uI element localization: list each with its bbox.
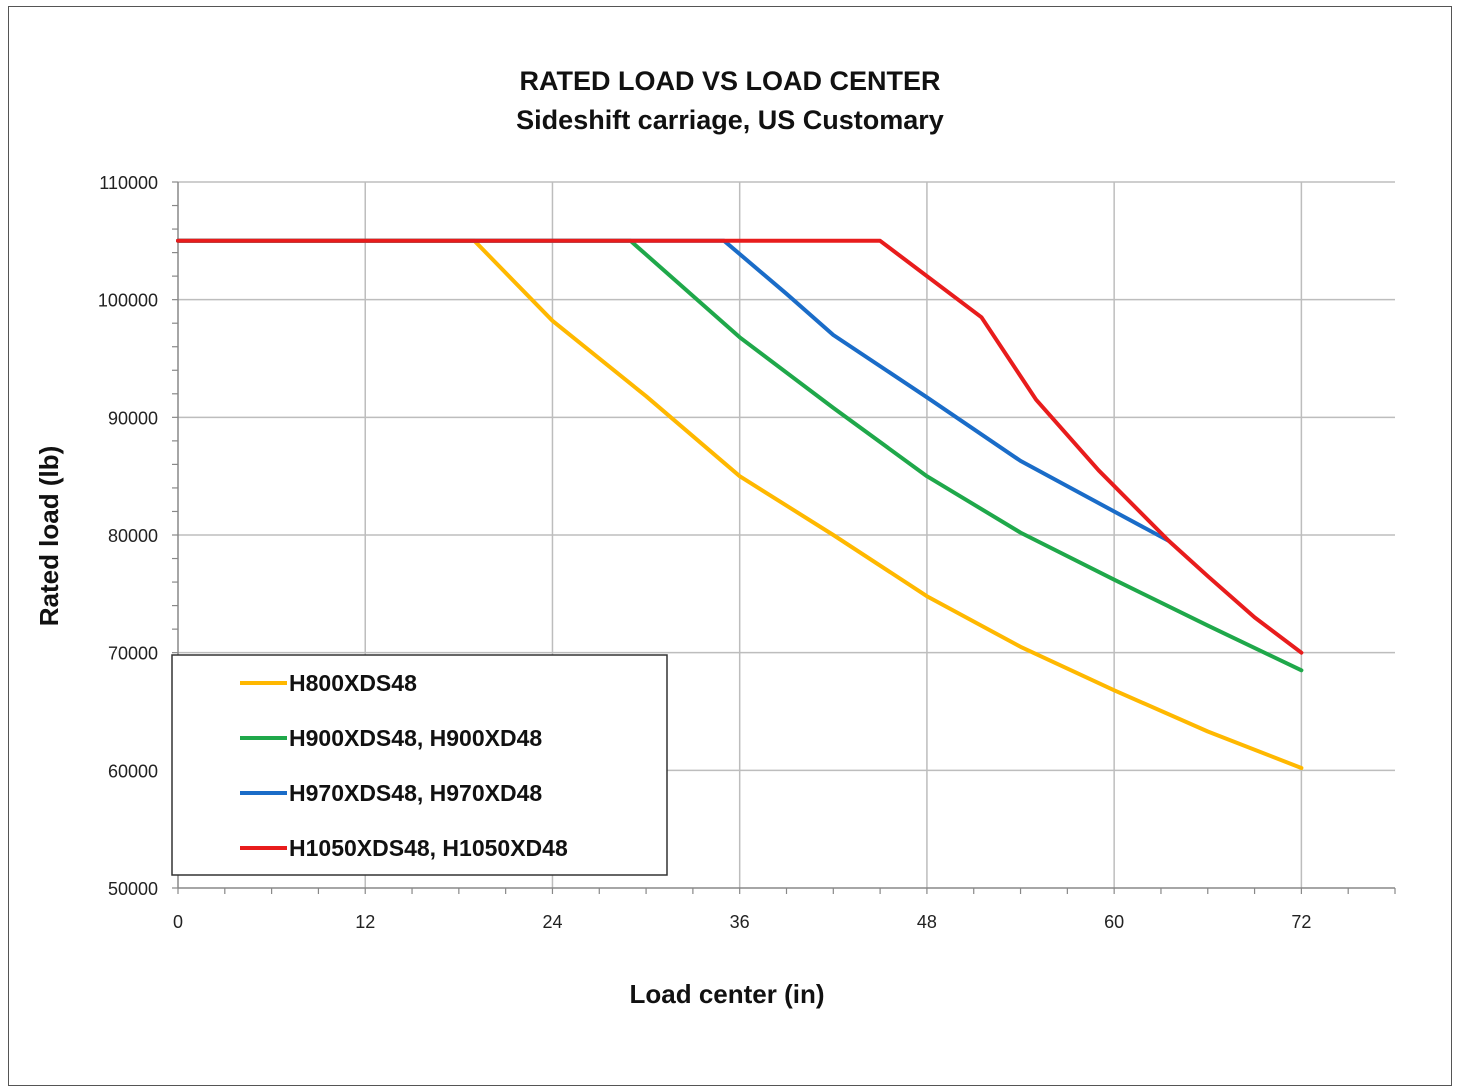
- y-tick-label: 110000: [99, 173, 158, 193]
- series-line-2: [176, 238, 1304, 673]
- series-line-3: [176, 238, 1171, 543]
- chart-title: RATED LOAD VS LOAD CENTER: [519, 66, 940, 96]
- tick-labels: 50000 60000 70000 80000 90000 100000 110000 0 12…: [98, 173, 1311, 932]
- y-tick-label: 70000: [108, 644, 158, 664]
- legend-label: H800XDS48: [289, 670, 417, 696]
- x-tick-label: 48: [917, 912, 937, 932]
- legend-box: [171, 654, 668, 876]
- y-tick-label: 100000: [98, 291, 158, 311]
- x-tick-label: 36: [730, 912, 750, 932]
- y-axis-title: Rated load (lb): [34, 446, 64, 627]
- x-tick-label: 72: [1291, 912, 1311, 932]
- legend-label: H970XDS48, H970XD48: [289, 780, 542, 806]
- legend-label: H1050XDS48, H1050XD48: [289, 835, 568, 861]
- legend: H800XDS48 H900XDS48, H900XD48 H970XDS48, H…: [171, 654, 668, 876]
- x-tick-label: 24: [542, 912, 562, 932]
- y-tick-label: 50000: [108, 879, 158, 899]
- y-tick-label: 90000: [108, 408, 158, 428]
- x-tick-label: 60: [1104, 912, 1124, 932]
- y-tick-label: 80000: [108, 526, 158, 546]
- legend-label: H900XDS48, H900XD48: [289, 725, 542, 751]
- series-line-4: [176, 238, 1304, 655]
- grid: [178, 181, 1395, 888]
- series-lines: [176, 238, 1304, 770]
- x-tick-label: 12: [355, 912, 375, 932]
- x-tick-label: 0: [173, 912, 183, 932]
- x-axis-title: Load center (in): [629, 979, 824, 1009]
- chart-subtitle: Sideshift carriage, US Customary: [516, 105, 944, 135]
- series-line-1: [176, 238, 1304, 770]
- y-tick-label: 60000: [108, 761, 158, 781]
